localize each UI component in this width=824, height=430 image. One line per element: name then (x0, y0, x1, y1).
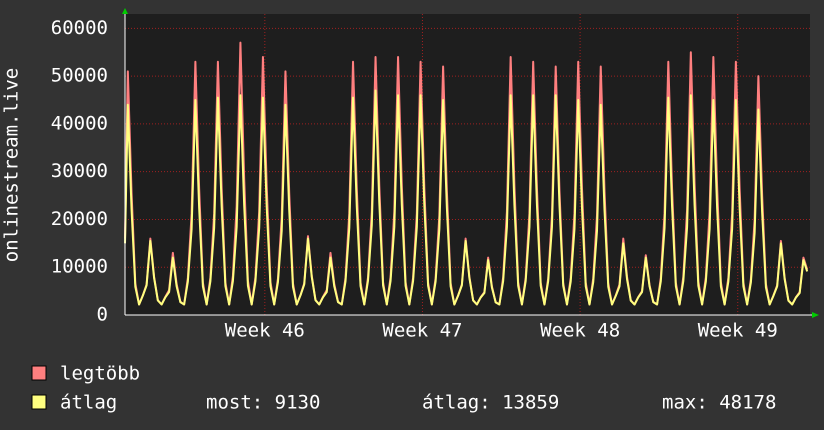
y-tick-label: 10000 (51, 256, 108, 278)
series-line (124, 89, 809, 306)
x-tick-label: Week 48 (540, 320, 620, 342)
y-tick-label: 50000 (51, 65, 108, 87)
legend-swatch (31, 394, 47, 410)
y-axis-label: onlinestream.live (1, 68, 23, 262)
legend-label: átlag (60, 392, 117, 414)
y-tick-label: 40000 (51, 112, 108, 134)
x-tick-label: Week 46 (225, 320, 305, 342)
y-tick-label: 60000 (51, 17, 108, 39)
stat-average: átlag: 13859 (422, 392, 559, 414)
x-axis-arrow (812, 312, 819, 318)
x-tick-label: Week 49 (698, 320, 778, 342)
y-tick-label: 0 (97, 304, 108, 326)
stat-maximum: max: 48178 (662, 392, 776, 414)
legend-swatch (31, 365, 47, 381)
y-tick-label: 30000 (51, 160, 108, 182)
y-tick-label: 20000 (51, 208, 108, 230)
y-axis-arrow (122, 8, 128, 14)
x-tick-label: Week 47 (382, 320, 462, 342)
stat-current: most: 9130 (206, 392, 320, 414)
lines (124, 41, 809, 306)
legend-label: legtöbb (60, 363, 140, 385)
